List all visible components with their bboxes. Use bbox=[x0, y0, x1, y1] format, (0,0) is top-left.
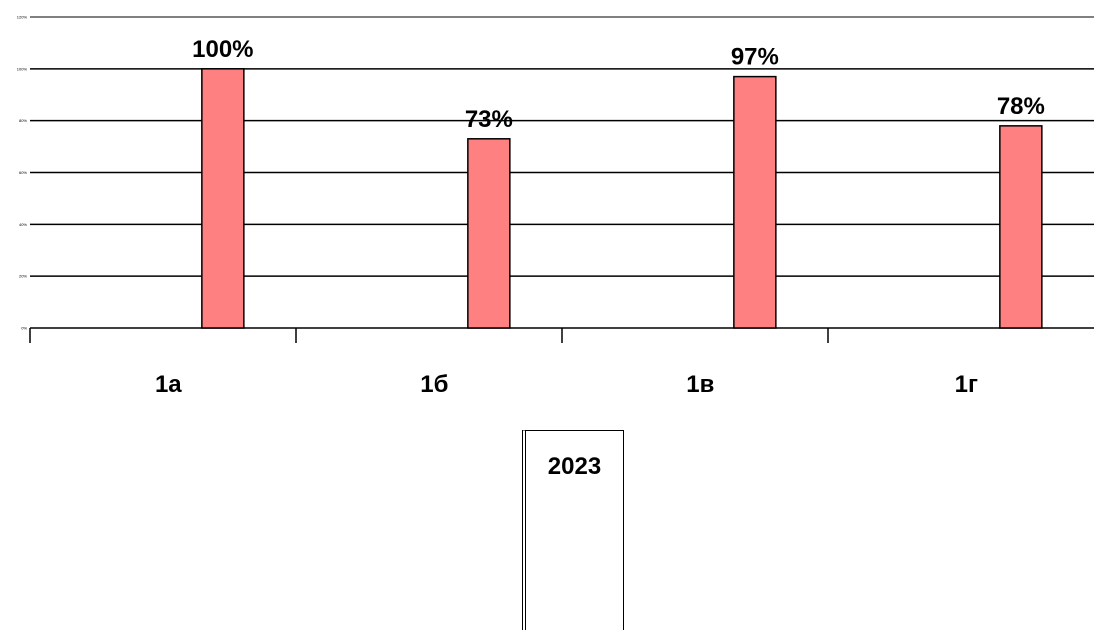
y-tick-label: 100% bbox=[17, 66, 28, 71]
legend-label: 2023 bbox=[547, 453, 602, 480]
bar bbox=[467, 138, 511, 329]
category-label: 1а bbox=[155, 371, 182, 398]
bar bbox=[999, 125, 1043, 329]
y-tick-label: 20% bbox=[19, 274, 27, 279]
category-label: 1г bbox=[955, 371, 978, 398]
bar bbox=[733, 75, 777, 329]
data-label: 100% bbox=[192, 36, 253, 63]
data-label: 78% bbox=[997, 93, 1045, 120]
category-label: 1б bbox=[420, 371, 448, 398]
gridlines bbox=[30, 68, 1094, 329]
data-label: 73% bbox=[465, 106, 513, 133]
category-label: 1в bbox=[686, 371, 714, 398]
y-tick-label: 0% bbox=[21, 326, 27, 331]
category-labels: 1а 1б 1в 1г bbox=[155, 371, 978, 398]
bars bbox=[201, 68, 1043, 329]
data-labels: 100% 73% 97% 78% bbox=[192, 36, 1045, 133]
legend: 2023 bbox=[522, 430, 624, 630]
y-tick-label: 120% bbox=[17, 15, 28, 20]
y-tick-label: 60% bbox=[19, 170, 27, 175]
x-axis-ticks bbox=[295, 328, 829, 343]
y-tick-label: 80% bbox=[19, 118, 27, 123]
bar bbox=[201, 68, 245, 329]
data-label: 97% bbox=[731, 44, 779, 71]
y-tick-labels: 0% 20% 40% 60% 80% 100% 120% bbox=[17, 15, 28, 331]
y-tick-label: 40% bbox=[19, 222, 27, 227]
